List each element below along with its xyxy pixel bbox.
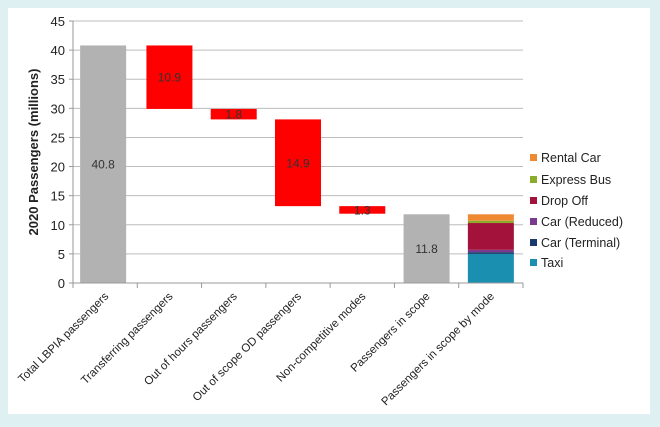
- decrease-bar: [210, 108, 257, 120]
- y-tick-label: 45: [51, 14, 65, 29]
- total-bar: [403, 214, 450, 283]
- data-label: 1.3: [354, 203, 371, 217]
- decrease-bar: [146, 45, 193, 109]
- legend-label: Rental Car: [541, 151, 601, 165]
- data-label: 10.9: [158, 71, 182, 85]
- y-tick-label: 35: [51, 72, 65, 87]
- legend-swatch: [530, 218, 537, 225]
- category-label: Passengers in scope by mode: [380, 291, 497, 408]
- category-label: Out of scope OD passengers: [191, 290, 305, 404]
- total-bar: [80, 45, 127, 283]
- legend-swatch: [530, 176, 537, 183]
- legend-label: Taxi: [541, 256, 563, 270]
- decrease-bar: [339, 206, 386, 214]
- legend-label: Drop Off: [541, 194, 589, 208]
- legend-swatch: [530, 154, 537, 161]
- y-tick-label: 5: [58, 247, 65, 262]
- decrease-bar: [275, 119, 321, 207]
- legend-label: Car (Terminal): [541, 236, 620, 250]
- stack-segment-car-terminal: [467, 252, 514, 254]
- stack-segment-rental-car: [467, 214, 514, 221]
- stack-segment-express-bus: [467, 220, 514, 224]
- y-axis-label: 2020 Passengers (millions): [26, 69, 41, 236]
- data-label: 14.9: [286, 156, 310, 170]
- y-tick-label: 30: [51, 101, 65, 116]
- y-tick-label: 0: [58, 276, 65, 291]
- y-tick-label: 10: [51, 218, 65, 233]
- data-label: 11.8: [415, 242, 438, 256]
- y-tick-label: 25: [51, 130, 65, 145]
- y-tick-label: 40: [51, 43, 65, 58]
- data-label: 40.8: [91, 158, 115, 172]
- bars: 40.8 10.9 1.8 14.9 1.3 11.8: [80, 45, 514, 283]
- data-label: 1.8: [225, 108, 242, 122]
- stack-segment-drop-off: [467, 223, 514, 250]
- y-tick-label: 20: [51, 160, 65, 175]
- y-tick-label: 15: [51, 189, 65, 204]
- legend-swatch: [530, 259, 537, 266]
- legend: Taxi Car (Terminal) Car (Reduced) Drop Off E…: [530, 151, 623, 270]
- legend-swatch: [530, 197, 537, 204]
- stack-segment-car-reduced: [467, 249, 514, 253]
- x-axis: [72, 21, 524, 288]
- legend-swatch: [530, 239, 537, 246]
- legend-label: Express Bus: [541, 173, 611, 187]
- legend-label: Car (Reduced): [541, 215, 623, 229]
- stack-segment-taxi: [467, 253, 514, 283]
- y-axis-ticks: 0 5 10 15 20 25 30 35 40 45: [51, 14, 73, 291]
